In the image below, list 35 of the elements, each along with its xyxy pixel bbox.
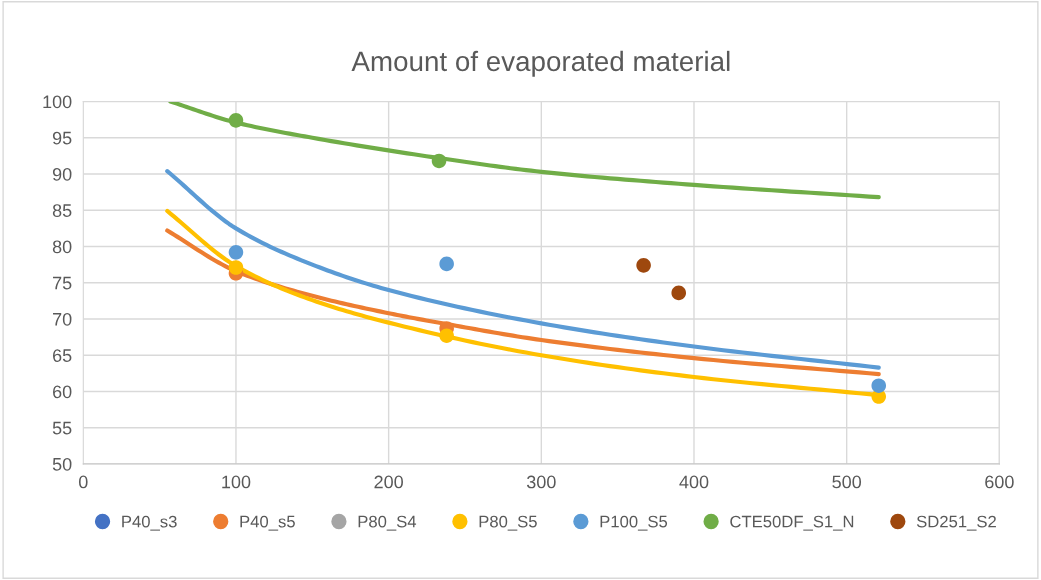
y-tick-label: 90 bbox=[52, 167, 72, 181]
x-tick-label: 600 bbox=[985, 475, 1014, 489]
legend-label: P40_s5 bbox=[240, 515, 295, 531]
x-tick-label: 400 bbox=[679, 475, 709, 489]
x-tick-label: 200 bbox=[374, 475, 403, 489]
x-tick-label: 0 bbox=[78, 475, 88, 489]
point bbox=[439, 256, 454, 272]
point bbox=[439, 328, 454, 343]
point bbox=[671, 285, 687, 301]
x-tick-label: 300 bbox=[526, 475, 556, 489]
y-tick-label: 85 bbox=[52, 204, 72, 217]
legend-label: P80_S5 bbox=[479, 515, 537, 531]
legend-label: SD251_S2 bbox=[916, 515, 996, 531]
point bbox=[228, 245, 244, 260]
chart-title: Amount of evaporated material bbox=[351, 50, 730, 77]
point bbox=[636, 258, 651, 273]
y-tick-label: 100 bbox=[43, 95, 72, 109]
legend-label: P80_S4 bbox=[358, 515, 417, 531]
y-tick-label: 55 bbox=[52, 421, 72, 435]
legend-label: P40_s3 bbox=[122, 515, 177, 531]
x-tick-label: 500 bbox=[832, 475, 862, 489]
point bbox=[228, 113, 244, 128]
point bbox=[431, 153, 447, 169]
point bbox=[871, 378, 887, 393]
point bbox=[228, 260, 244, 275]
y-tick-label: 80 bbox=[52, 240, 72, 254]
x-tick-label: 100 bbox=[222, 475, 251, 489]
legend-label: P100_S5 bbox=[600, 515, 668, 531]
y-tick-label: 65 bbox=[53, 349, 72, 362]
y-tick-label: 70 bbox=[53, 312, 72, 326]
y-tick-label: 75 bbox=[53, 276, 72, 290]
y-tick-label: 50 bbox=[52, 457, 72, 471]
y-tick-label: 60 bbox=[53, 385, 72, 399]
legend-label: CTE50DF_S1_N bbox=[730, 515, 854, 531]
y-tick-label: 95 bbox=[52, 131, 72, 145]
